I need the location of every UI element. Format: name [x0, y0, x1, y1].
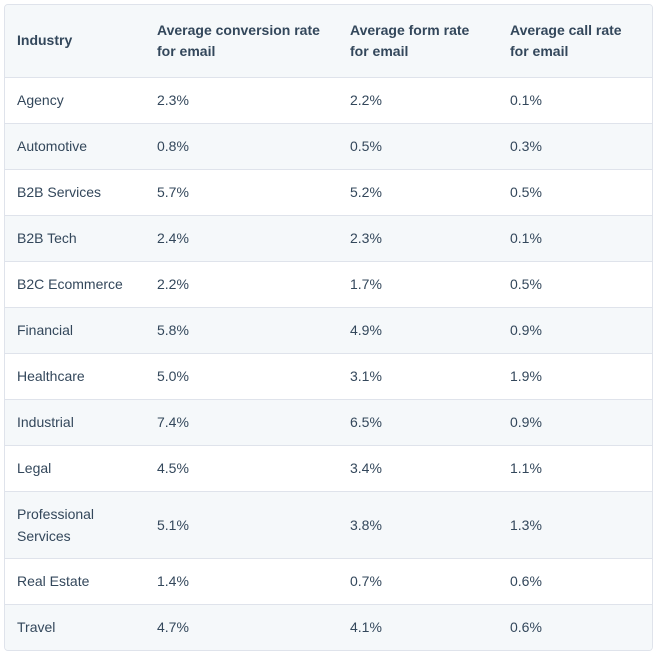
- call-rate-cell: 0.5%: [498, 260, 652, 307]
- conversion-rate-cell: 2.3%: [145, 76, 338, 123]
- table-row: Professional Services 5.1% 3.8% 1.3%: [5, 490, 652, 558]
- form-rate-cell: 4.9%: [338, 306, 498, 353]
- table-row: Healthcare 5.0% 3.1% 1.9%: [5, 352, 652, 399]
- industry-cell: Industrial: [5, 398, 145, 445]
- form-rate-cell: 3.4%: [338, 444, 498, 491]
- industry-cell: Travel: [5, 603, 145, 650]
- conversion-rate-cell: 5.0%: [145, 352, 338, 399]
- call-rate-cell: 0.9%: [498, 398, 652, 445]
- header-row: Industry Average conversion rate for ema…: [5, 5, 652, 77]
- conversion-rate-cell: 4.5%: [145, 444, 338, 491]
- table-row: Industrial 7.4% 6.5% 0.9%: [5, 398, 652, 445]
- table-row: B2B Tech 2.4% 2.3% 0.1%: [5, 214, 652, 261]
- industry-cell: Automotive: [5, 122, 145, 169]
- call-rate-cell: 0.9%: [498, 306, 652, 353]
- form-rate-cell: 2.2%: [338, 76, 498, 123]
- form-rate-cell: 3.1%: [338, 352, 498, 399]
- form-rate-cell: 6.5%: [338, 398, 498, 445]
- form-rate-cell: 4.1%: [338, 603, 498, 650]
- form-rate-cell: 0.7%: [338, 557, 498, 604]
- conversion-rate-cell: 5.1%: [145, 490, 338, 558]
- conversion-rate-cell: 0.8%: [145, 122, 338, 169]
- form-rate-cell: 2.3%: [338, 214, 498, 261]
- call-rate-cell: 0.3%: [498, 122, 652, 169]
- industry-cell: Agency: [5, 76, 145, 123]
- table-row: Real Estate 1.4% 0.7% 0.6%: [5, 557, 652, 604]
- industry-cell: B2B Services: [5, 168, 145, 215]
- industry-cell: Legal: [5, 444, 145, 491]
- header-avg-form-rate: Average form rate for email: [338, 5, 498, 77]
- table-row: Travel 4.7% 4.1% 0.6%: [5, 603, 652, 650]
- conversion-rate-cell: 5.8%: [145, 306, 338, 353]
- table-row: Legal 4.5% 3.4% 1.1%: [5, 444, 652, 491]
- industry-cell: Professional Services: [5, 490, 145, 558]
- industry-cell: Healthcare: [5, 352, 145, 399]
- call-rate-cell: 0.1%: [498, 214, 652, 261]
- form-rate-cell: 0.5%: [338, 122, 498, 169]
- table-row: B2C Ecommerce 2.2% 1.7% 0.5%: [5, 260, 652, 307]
- email-conversion-table: Industry Average conversion rate for ema…: [4, 4, 653, 651]
- header-industry: Industry: [5, 5, 145, 77]
- call-rate-cell: 1.1%: [498, 444, 652, 491]
- table-row: Financial 5.8% 4.9% 0.9%: [5, 306, 652, 353]
- header-avg-call-rate: Average call rate for email: [498, 5, 652, 77]
- table-row: B2B Services 5.7% 5.2% 0.5%: [5, 168, 652, 215]
- call-rate-cell: 0.1%: [498, 76, 652, 123]
- table-header: Industry Average conversion rate for ema…: [5, 5, 652, 77]
- industry-cell: B2C Ecommerce: [5, 260, 145, 307]
- conversion-rate-cell: 5.7%: [145, 168, 338, 215]
- conversion-rate-cell: 2.2%: [145, 260, 338, 307]
- industry-cell: B2B Tech: [5, 214, 145, 261]
- table-row: Automotive 0.8% 0.5% 0.3%: [5, 122, 652, 169]
- form-rate-cell: 5.2%: [338, 168, 498, 215]
- conversion-rate-cell: 2.4%: [145, 214, 338, 261]
- call-rate-cell: 1.3%: [498, 490, 652, 558]
- conversion-rate-cell: 4.7%: [145, 603, 338, 650]
- form-rate-cell: 1.7%: [338, 260, 498, 307]
- table-row: Agency 2.3% 2.2% 0.1%: [5, 76, 652, 123]
- header-avg-conversion-rate: Average conversion rate for email: [145, 5, 338, 77]
- call-rate-cell: 0.5%: [498, 168, 652, 215]
- industry-cell: Financial: [5, 306, 145, 353]
- conversion-rate-cell: 7.4%: [145, 398, 338, 445]
- call-rate-cell: 0.6%: [498, 603, 652, 650]
- industry-cell: Real Estate: [5, 557, 145, 604]
- table-body: Agency 2.3% 2.2% 0.1% Automotive 0.8% 0.5% 0.3%…: [5, 76, 652, 650]
- conversion-rate-cell: 1.4%: [145, 557, 338, 604]
- call-rate-cell: 1.9%: [498, 352, 652, 399]
- data-table: Industry Average conversion rate for ema…: [5, 5, 652, 650]
- call-rate-cell: 0.6%: [498, 557, 652, 604]
- form-rate-cell: 3.8%: [338, 490, 498, 558]
